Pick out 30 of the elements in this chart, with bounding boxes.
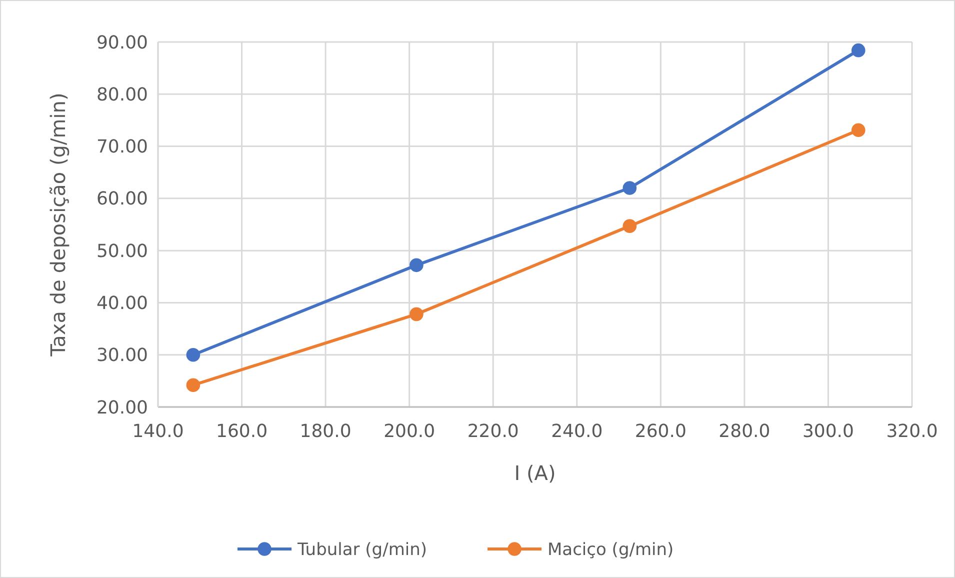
y-tick-label: 30.00 <box>96 345 148 366</box>
y-axis-title: Taxa de deposição (g/min) <box>46 92 70 358</box>
y-tick-label: 80.00 <box>96 84 148 106</box>
y-tick-label: 40.00 <box>96 293 148 314</box>
point <box>622 219 637 233</box>
legend-label: Tubular (g/min) <box>296 540 428 560</box>
point <box>851 43 866 58</box>
y-tick-label: 70.00 <box>96 136 148 158</box>
point <box>410 307 424 322</box>
point <box>186 348 200 362</box>
x-tick-label: 300.0 <box>802 421 854 442</box>
point <box>410 258 424 272</box>
y-tick-label: 50.00 <box>96 240 148 262</box>
y-tick-label: 60.00 <box>96 188 148 210</box>
point <box>622 181 637 195</box>
x-axis-title: I (A) <box>514 461 556 485</box>
x-tick-label: 200.0 <box>384 421 436 442</box>
x-tick-label: 260.0 <box>634 421 686 442</box>
x-tick-label: 240.0 <box>551 421 603 442</box>
point <box>851 123 866 138</box>
y-tick-label: 20.00 <box>96 397 148 418</box>
x-tick-label: 160.0 <box>216 421 268 442</box>
x-tick-label: 140.0 <box>132 421 184 442</box>
x-tick-label: 180.0 <box>300 421 352 442</box>
legend-label: Maciço (g/min) <box>548 540 674 560</box>
point <box>186 378 200 392</box>
x-tick-label: 280.0 <box>718 421 770 442</box>
x-tick-label: 320.0 <box>886 421 938 442</box>
x-tick-label: 220.0 <box>467 421 519 442</box>
y-tick-label: 90.00 <box>96 32 148 54</box>
